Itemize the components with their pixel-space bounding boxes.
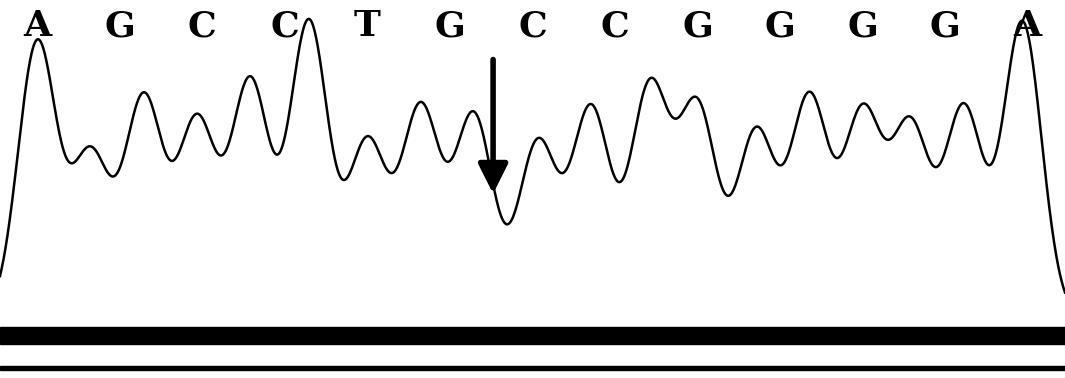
Bar	[0, 366, 1065, 370]
Text: G: G	[848, 9, 878, 43]
Text: A: A	[23, 9, 51, 43]
Bar	[0, 327, 1065, 344]
Text: C: C	[601, 9, 629, 43]
Text: G: G	[435, 9, 465, 43]
Text: G: G	[765, 9, 796, 43]
Text: A: A	[1014, 9, 1042, 43]
Text: C: C	[271, 9, 299, 43]
Text: G: G	[930, 9, 961, 43]
Text: C: C	[189, 9, 216, 43]
Text: G: G	[683, 9, 712, 43]
Text: G: G	[104, 9, 135, 43]
Text: T: T	[354, 9, 381, 43]
Text: C: C	[519, 9, 546, 43]
